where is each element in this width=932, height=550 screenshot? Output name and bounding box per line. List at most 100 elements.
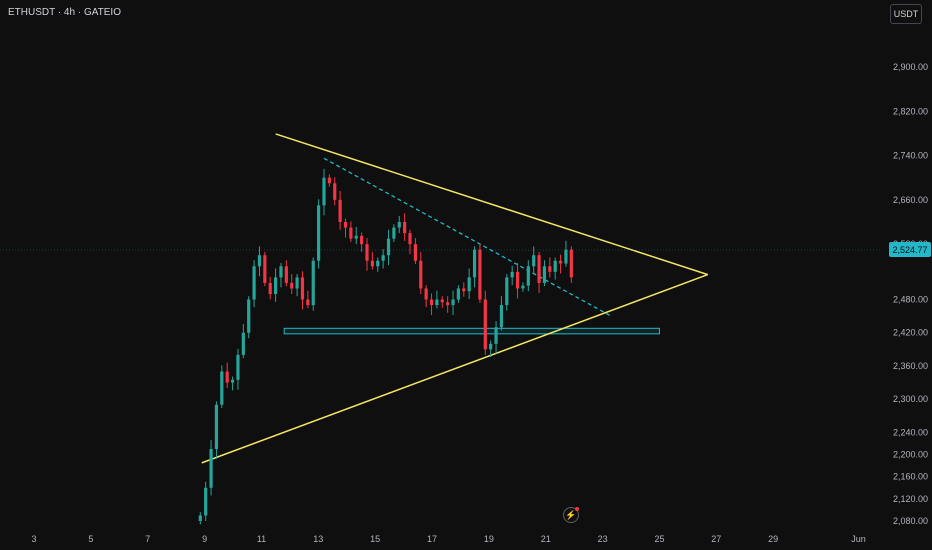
candle-body: [456, 288, 461, 300]
x-tick-label: 7: [145, 534, 150, 544]
y-tick-label: 2,120.00: [893, 494, 928, 504]
candle-body: [429, 299, 434, 306]
candle-body: [204, 487, 208, 516]
chart-drawings: [201, 133, 709, 464]
candle-body: [446, 302, 450, 306]
y-tick-label: 2,420.00: [893, 328, 928, 338]
candle-body: [306, 299, 310, 306]
candle-body: [489, 343, 493, 350]
candle-body: [263, 255, 267, 283]
currency-button[interactable]: USDT: [890, 4, 922, 24]
candle-body: [521, 285, 525, 289]
lower-trendline: [201, 273, 709, 464]
candle-body: [322, 177, 326, 206]
candle-body: [198, 515, 202, 521]
candle-body: [440, 299, 444, 303]
candle-body: [494, 327, 498, 344]
candle-body: [327, 177, 331, 184]
candle-body: [558, 260, 563, 264]
candle-body: [542, 266, 547, 283]
x-tick-label: 29: [768, 534, 778, 544]
candle-body: [311, 260, 315, 306]
candle-body: [268, 282, 272, 294]
x-tick-label: 27: [711, 534, 721, 544]
candle-body: [569, 249, 573, 278]
lightning-bolt-icon[interactable]: ⚡: [563, 507, 579, 523]
x-tick-label: 19: [484, 534, 494, 544]
candle-body: [413, 244, 417, 261]
candle-body: [483, 299, 487, 350]
candle-body: [472, 249, 477, 278]
candle-body: [435, 299, 439, 306]
y-tick-label: 2,240.00: [893, 427, 928, 437]
candle-body: [392, 227, 396, 239]
candle-body: [247, 299, 251, 333]
x-tick-label: 21: [541, 534, 551, 544]
candle-body: [230, 379, 235, 383]
upper-trendline: [275, 133, 709, 276]
x-tick-label: 9: [202, 534, 207, 544]
candle-body: [397, 222, 401, 228]
candle-body: [548, 266, 552, 272]
candle-body: [284, 266, 288, 283]
x-tick-label: 17: [427, 534, 437, 544]
y-tick-label: 2,480.00: [893, 295, 928, 305]
candle-body: [279, 266, 283, 278]
x-tick-label: 23: [598, 534, 608, 544]
candle-body: [343, 222, 348, 228]
x-tick-label: 3: [31, 534, 36, 544]
candle-body: [360, 235, 364, 245]
x-tick-label: 5: [88, 534, 93, 544]
candle-body: [214, 404, 219, 450]
candles: [198, 168, 573, 525]
candle-body: [252, 266, 256, 300]
candle-body: [273, 277, 278, 294]
candle-body: [381, 255, 385, 261]
y-tick-label: 2,660.00: [893, 195, 928, 205]
symbol-title: ETHUSDT · 4h · GATEIO: [8, 7, 121, 18]
candle-body: [257, 255, 262, 267]
y-tick-label: 2,900.00: [893, 62, 928, 72]
dashed-trendline: [323, 157, 612, 317]
support-zone: [283, 327, 660, 335]
candle-body: [338, 199, 342, 223]
candle-body: [333, 183, 337, 200]
candle-body: [537, 255, 541, 283]
candle-body: [419, 260, 423, 289]
last-price-label: 2,524.77: [889, 242, 931, 257]
candle-body: [424, 288, 428, 300]
candle-body: [365, 244, 369, 261]
y-tick-label: 2,200.00: [893, 450, 928, 460]
candle-body: [526, 266, 530, 286]
x-tick-label: 25: [654, 534, 664, 544]
y-tick-label: 2,740.00: [893, 151, 928, 161]
y-tick-label: 2,820.00: [893, 106, 928, 116]
y-tick-label: 2,300.00: [893, 394, 928, 404]
candle-body: [510, 271, 514, 278]
candle-body: [241, 332, 245, 355]
candle-body: [376, 260, 380, 267]
candle-body: [505, 277, 509, 306]
candle-body: [290, 282, 294, 289]
y-tick-label: 2,080.00: [893, 516, 928, 526]
candle-body: [499, 305, 504, 328]
candle-body: [515, 271, 520, 289]
x-tick-label: 13: [313, 534, 323, 544]
notification-dot: [575, 507, 579, 511]
candle-body: [300, 277, 305, 300]
x-tick-label: 11: [257, 534, 266, 544]
candle-body: [478, 249, 482, 300]
candle-body: [403, 222, 407, 234]
time-axis: 3 5 7 9 11 13 15 17 19 21 23 25 27 29 Jun: [31, 534, 865, 544]
candle-body: [370, 260, 374, 267]
candle-body: [317, 205, 321, 261]
x-tick-label: 15: [370, 534, 380, 544]
candle-body: [467, 277, 471, 292]
candle-body: [354, 235, 358, 239]
candle-body: [225, 371, 229, 383]
y-tick-label: 2,360.00: [893, 361, 928, 371]
y-tick-label: 2,160.00: [893, 472, 928, 482]
candle-body: [564, 249, 568, 264]
candle-body: [236, 354, 240, 380]
